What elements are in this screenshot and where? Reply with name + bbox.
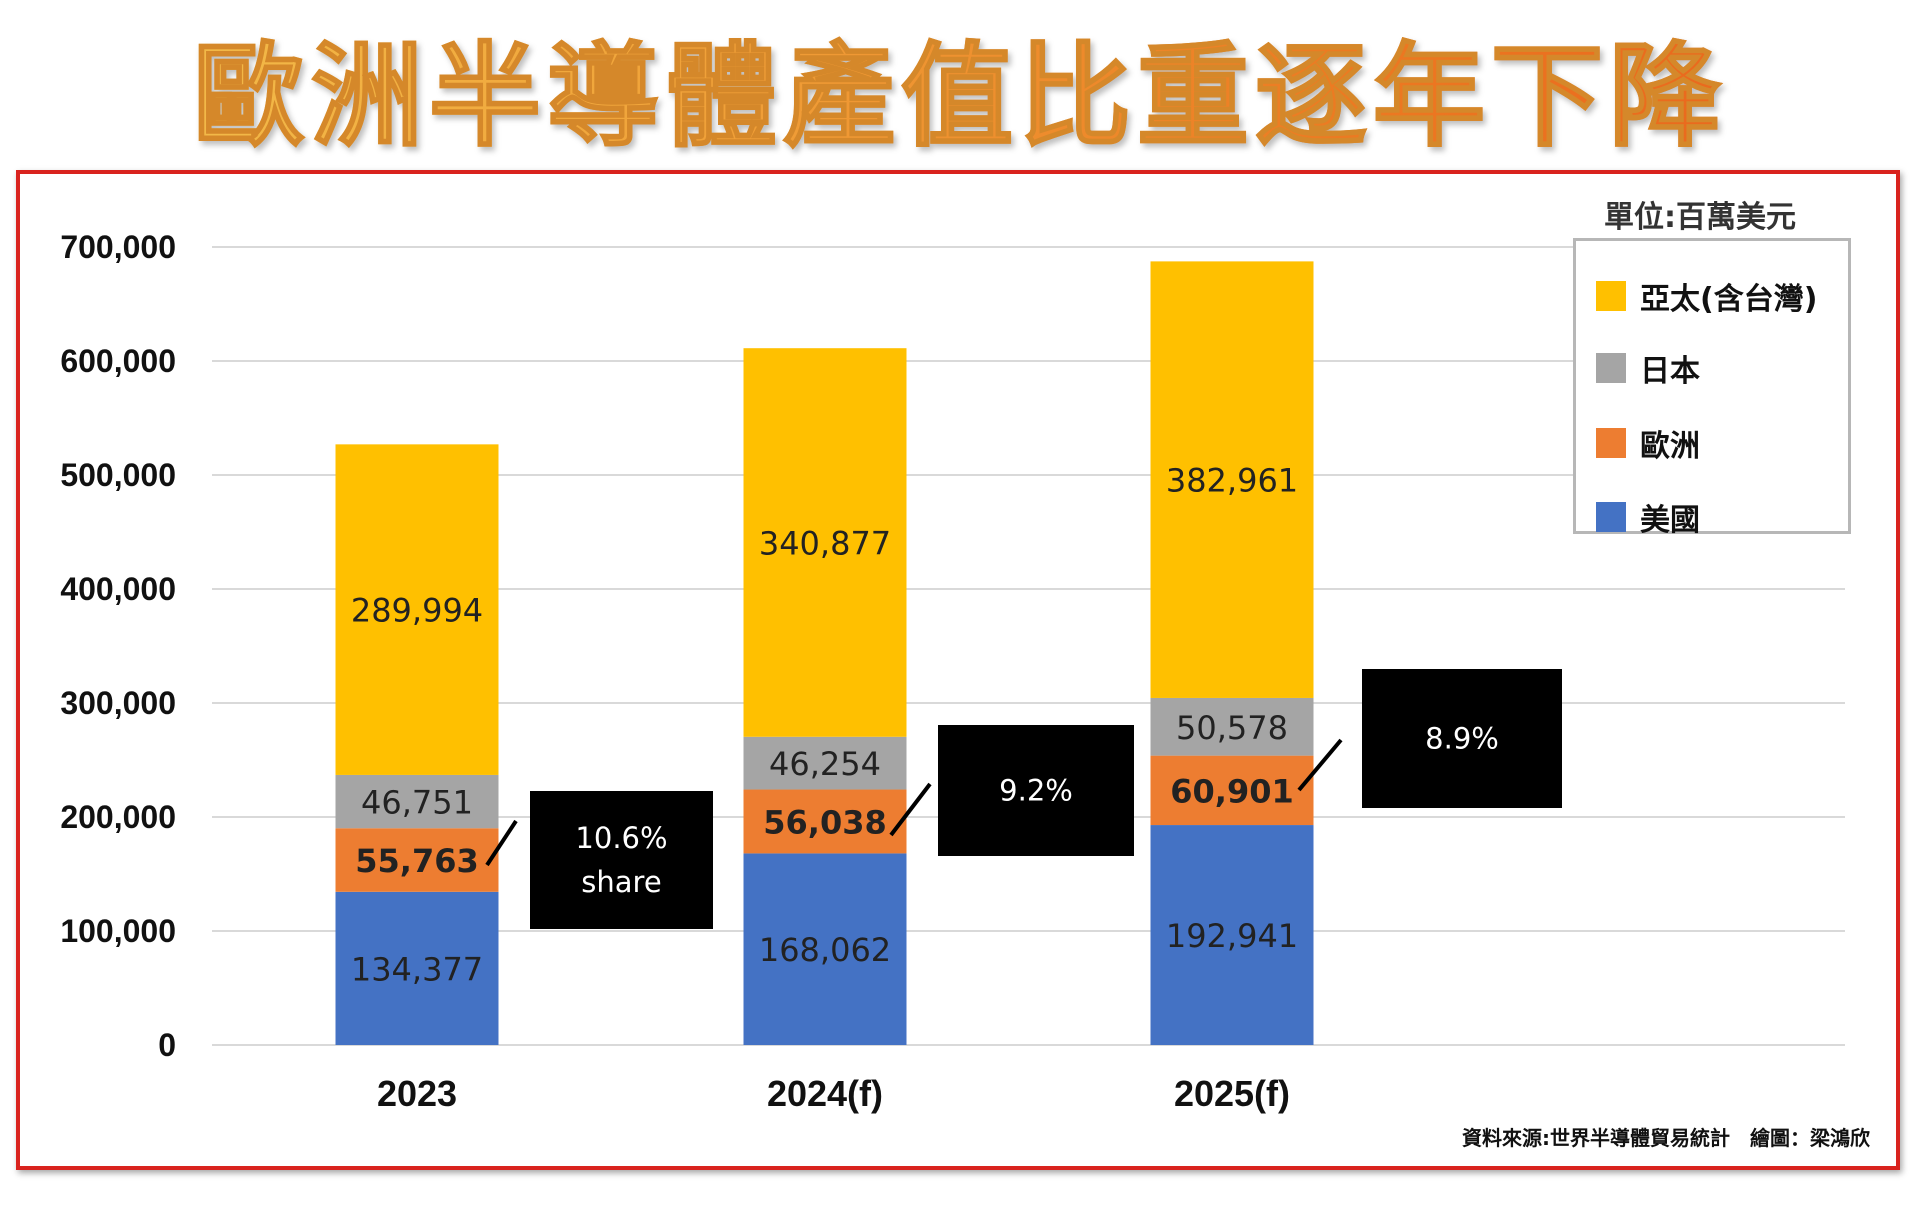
legend-swatch-europe bbox=[1596, 428, 1626, 458]
x-axis-categories: 2023 2024(f) 2025(f) bbox=[377, 1073, 1290, 1114]
y-tick-label: 500,000 bbox=[60, 457, 176, 493]
data-label-usa: 192,941 bbox=[1166, 917, 1298, 955]
bar-segment-europe bbox=[743, 789, 907, 854]
callout-pointer bbox=[889, 782, 932, 837]
y-tick-label: 300,000 bbox=[60, 685, 176, 721]
share-callout-text: 10.6% bbox=[575, 821, 667, 855]
callout-pointer bbox=[1297, 738, 1343, 792]
data-label-asia: 382,961 bbox=[1166, 462, 1298, 500]
bar-segment-japan bbox=[1150, 697, 1314, 756]
headline: 歐洲半導體產值比重逐年下降 bbox=[0, 22, 1920, 172]
legend-label-europe: 歐洲 bbox=[1640, 429, 1700, 464]
y-tick-label: 600,000 bbox=[60, 343, 176, 379]
y-tick-label: 0 bbox=[158, 1027, 176, 1063]
share-callout-box bbox=[938, 725, 1134, 856]
y-tick-label: 700,000 bbox=[60, 229, 176, 265]
legend-label-usa: 美國 bbox=[1640, 503, 1700, 538]
legend-item-japan: 日本 bbox=[1596, 348, 1700, 389]
data-label-europe: 60,901 bbox=[1170, 772, 1293, 810]
source-note: 資料來源:世界半導體貿易統計 繪圖：梁鴻欣 bbox=[1462, 1126, 1870, 1150]
legend: 亞太(含台灣) 日本 歐洲 美國 bbox=[1573, 238, 1851, 538]
x-category-label: 2024(f) bbox=[767, 1073, 883, 1114]
y-tick-label: 200,000 bbox=[60, 799, 176, 835]
bar-segment-usa bbox=[1150, 825, 1314, 1045]
y-tick-label: 100,000 bbox=[60, 913, 176, 949]
bar-segment-asia bbox=[1150, 261, 1314, 698]
share-callout-box bbox=[530, 791, 713, 929]
legend-item-asia: 亞太(含台灣) bbox=[1596, 276, 1818, 317]
legend-item-europe: 歐洲 bbox=[1596, 423, 1700, 464]
bar-segment-asia bbox=[335, 444, 499, 775]
data-label-asia: 289,994 bbox=[351, 592, 483, 630]
share-callout-text: 8.9% bbox=[1425, 722, 1499, 756]
legend-label-japan: 日本 bbox=[1640, 354, 1700, 389]
share-callouts: 10.6% share 9.2% 8.9% bbox=[485, 669, 1562, 929]
y-axis-ticks: 0 100,000 200,000 300,000 400,000 500,000 600,… bbox=[60, 229, 176, 1063]
y-tick-label: 400,000 bbox=[60, 571, 176, 607]
data-label-japan: 46,254 bbox=[769, 745, 881, 783]
callout-pointer bbox=[485, 819, 518, 867]
data-label-usa: 168,062 bbox=[759, 931, 891, 969]
share-callout-text: share bbox=[581, 865, 661, 899]
bar-segment-japan bbox=[335, 774, 499, 829]
x-category-label: 2025(f) bbox=[1174, 1073, 1290, 1114]
unit-label: 單位:百萬美元 bbox=[1604, 200, 1796, 235]
data-label-europe: 55,763 bbox=[355, 842, 478, 880]
data-label-europe: 56,038 bbox=[763, 803, 886, 841]
bar-segment-usa bbox=[743, 853, 907, 1045]
segment-labels: 134,377 55,763 46,751 289,994 168,062 56,038 4… bbox=[351, 462, 1298, 989]
data-label-japan: 50,578 bbox=[1176, 709, 1288, 747]
legend-item-usa: 美國 bbox=[1596, 497, 1700, 538]
data-label-asia: 340,877 bbox=[759, 524, 891, 562]
legend-swatch-usa bbox=[1596, 502, 1626, 532]
bar-segment-europe bbox=[335, 828, 499, 892]
share-callout-text: 9.2% bbox=[999, 774, 1073, 808]
bar-segment-usa bbox=[335, 891, 499, 1045]
legend-swatch-asia bbox=[1596, 281, 1626, 311]
x-category-label: 2023 bbox=[377, 1073, 457, 1114]
data-label-japan: 46,751 bbox=[361, 784, 473, 822]
share-callout-box bbox=[1362, 669, 1562, 808]
legend-label-asia: 亞太(含台灣) bbox=[1640, 282, 1818, 317]
bar-segment-asia bbox=[743, 348, 907, 737]
bar-segment-japan bbox=[743, 736, 907, 790]
bars bbox=[335, 261, 1314, 1045]
bar-segment-europe bbox=[1150, 755, 1314, 826]
legend-swatch-japan bbox=[1596, 353, 1626, 383]
data-label-usa: 134,377 bbox=[351, 950, 483, 988]
